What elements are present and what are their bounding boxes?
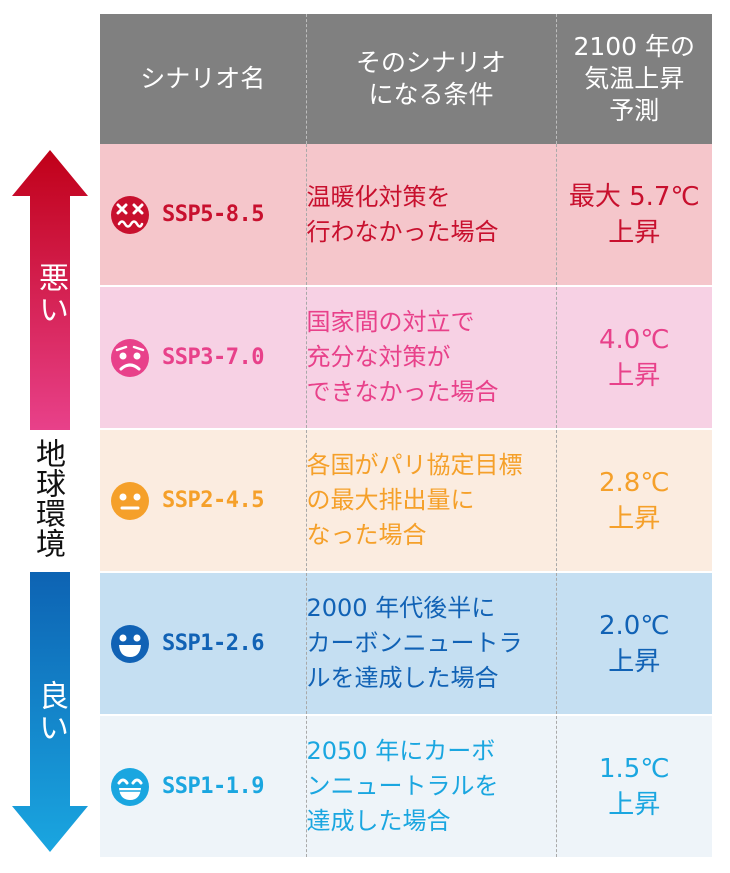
prediction-value: 2.8℃	[598, 467, 670, 498]
condition-line: 各国がパリ協定目標	[306, 451, 523, 479]
bad-label: 悪い	[33, 262, 68, 326]
smiling-face-icon	[111, 624, 149, 663]
table-row: SSP2-4.5 各国がパリ協定目標 の最大排出量に なった場合 2.8℃ 上昇	[100, 429, 712, 573]
scenario-name: SSP1-2.6	[162, 631, 264, 656]
good-arrow	[12, 572, 88, 852]
scenario-table: シナリオ名 そのシナリオ になる条件 2100 年の 気温上昇 予測 SSP5-8.5…	[100, 14, 712, 859]
condition-line: ルを達成した場合	[306, 664, 499, 692]
prediction-unit: 上昇	[608, 646, 661, 677]
condition-line: 行わなかった場合	[306, 217, 499, 246]
scenario-name: SSP3-7.0	[162, 345, 264, 370]
prediction-unit: 上昇	[608, 217, 661, 248]
table-row: SSP3-7.0 国家間の対立で 充分な対策ができなかった場合 4.0℃ 上昇	[100, 286, 712, 430]
scenario-name: SSP1-1.9	[162, 774, 264, 799]
bad-arrow	[12, 150, 88, 430]
environment-arrows	[12, 150, 88, 852]
condition-line: 2050 年にカーボ	[306, 737, 496, 765]
condition-line: の最大排出量に	[306, 486, 475, 514]
condition-line: 充分な対策が	[306, 343, 451, 371]
dizzy-face-icon	[111, 195, 149, 234]
table-row: SSP1-2.6 2000 年代後半に カーボンニュートラ ルを達成した場合 2.0…	[100, 572, 712, 716]
earth-environment-label: 地球環境	[30, 438, 65, 558]
condition-line: 2000 年代後半に	[306, 594, 496, 622]
scenario-name: SSP2-4.5	[162, 488, 264, 513]
table-header-row: シナリオ名 そのシナリオ になる条件 2100 年の 気温上昇 予測	[100, 14, 712, 144]
condition-line: カーボンニュートラ	[306, 629, 523, 657]
condition-line: 国家間の対立で	[306, 308, 475, 336]
prediction-unit: 上昇	[608, 503, 661, 534]
condition-line: 達成した場合	[306, 807, 451, 835]
header-prediction: 2100 年の 気温上昇 予測	[556, 14, 712, 144]
prediction-unit: 上昇	[608, 360, 661, 391]
prediction-value: 2.0℃	[598, 610, 670, 641]
grinning-face-icon	[111, 767, 149, 806]
header-scenario-name: シナリオ名	[100, 14, 307, 144]
prediction-value: 1.5℃	[598, 753, 670, 784]
condition-line: ンニュートラルを	[306, 772, 499, 800]
condition-line: 温暖化対策を	[306, 182, 451, 211]
table-row: SSP5-8.5 温暖化対策を行わなかった場合 最大 5.7℃ 上昇	[100, 144, 712, 287]
condition-line: できなかった場合	[306, 378, 499, 406]
scenario-name: SSP5-8.5	[162, 202, 264, 227]
neutral-face-icon	[111, 481, 149, 520]
header-condition: そのシナリオ になる条件	[306, 14, 557, 144]
worried-face-icon	[111, 338, 149, 377]
prediction-value: 4.0℃	[598, 324, 670, 355]
condition-line: なった場合	[306, 521, 427, 549]
prediction-value: 最大 5.7℃	[568, 181, 700, 212]
prediction-unit: 上昇	[608, 789, 661, 820]
table-row: SSP1-1.9 2050 年にカーボ ンニュートラルを 達成した場合 1.5℃ 上昇	[100, 715, 712, 859]
good-label: 良い	[33, 680, 68, 744]
